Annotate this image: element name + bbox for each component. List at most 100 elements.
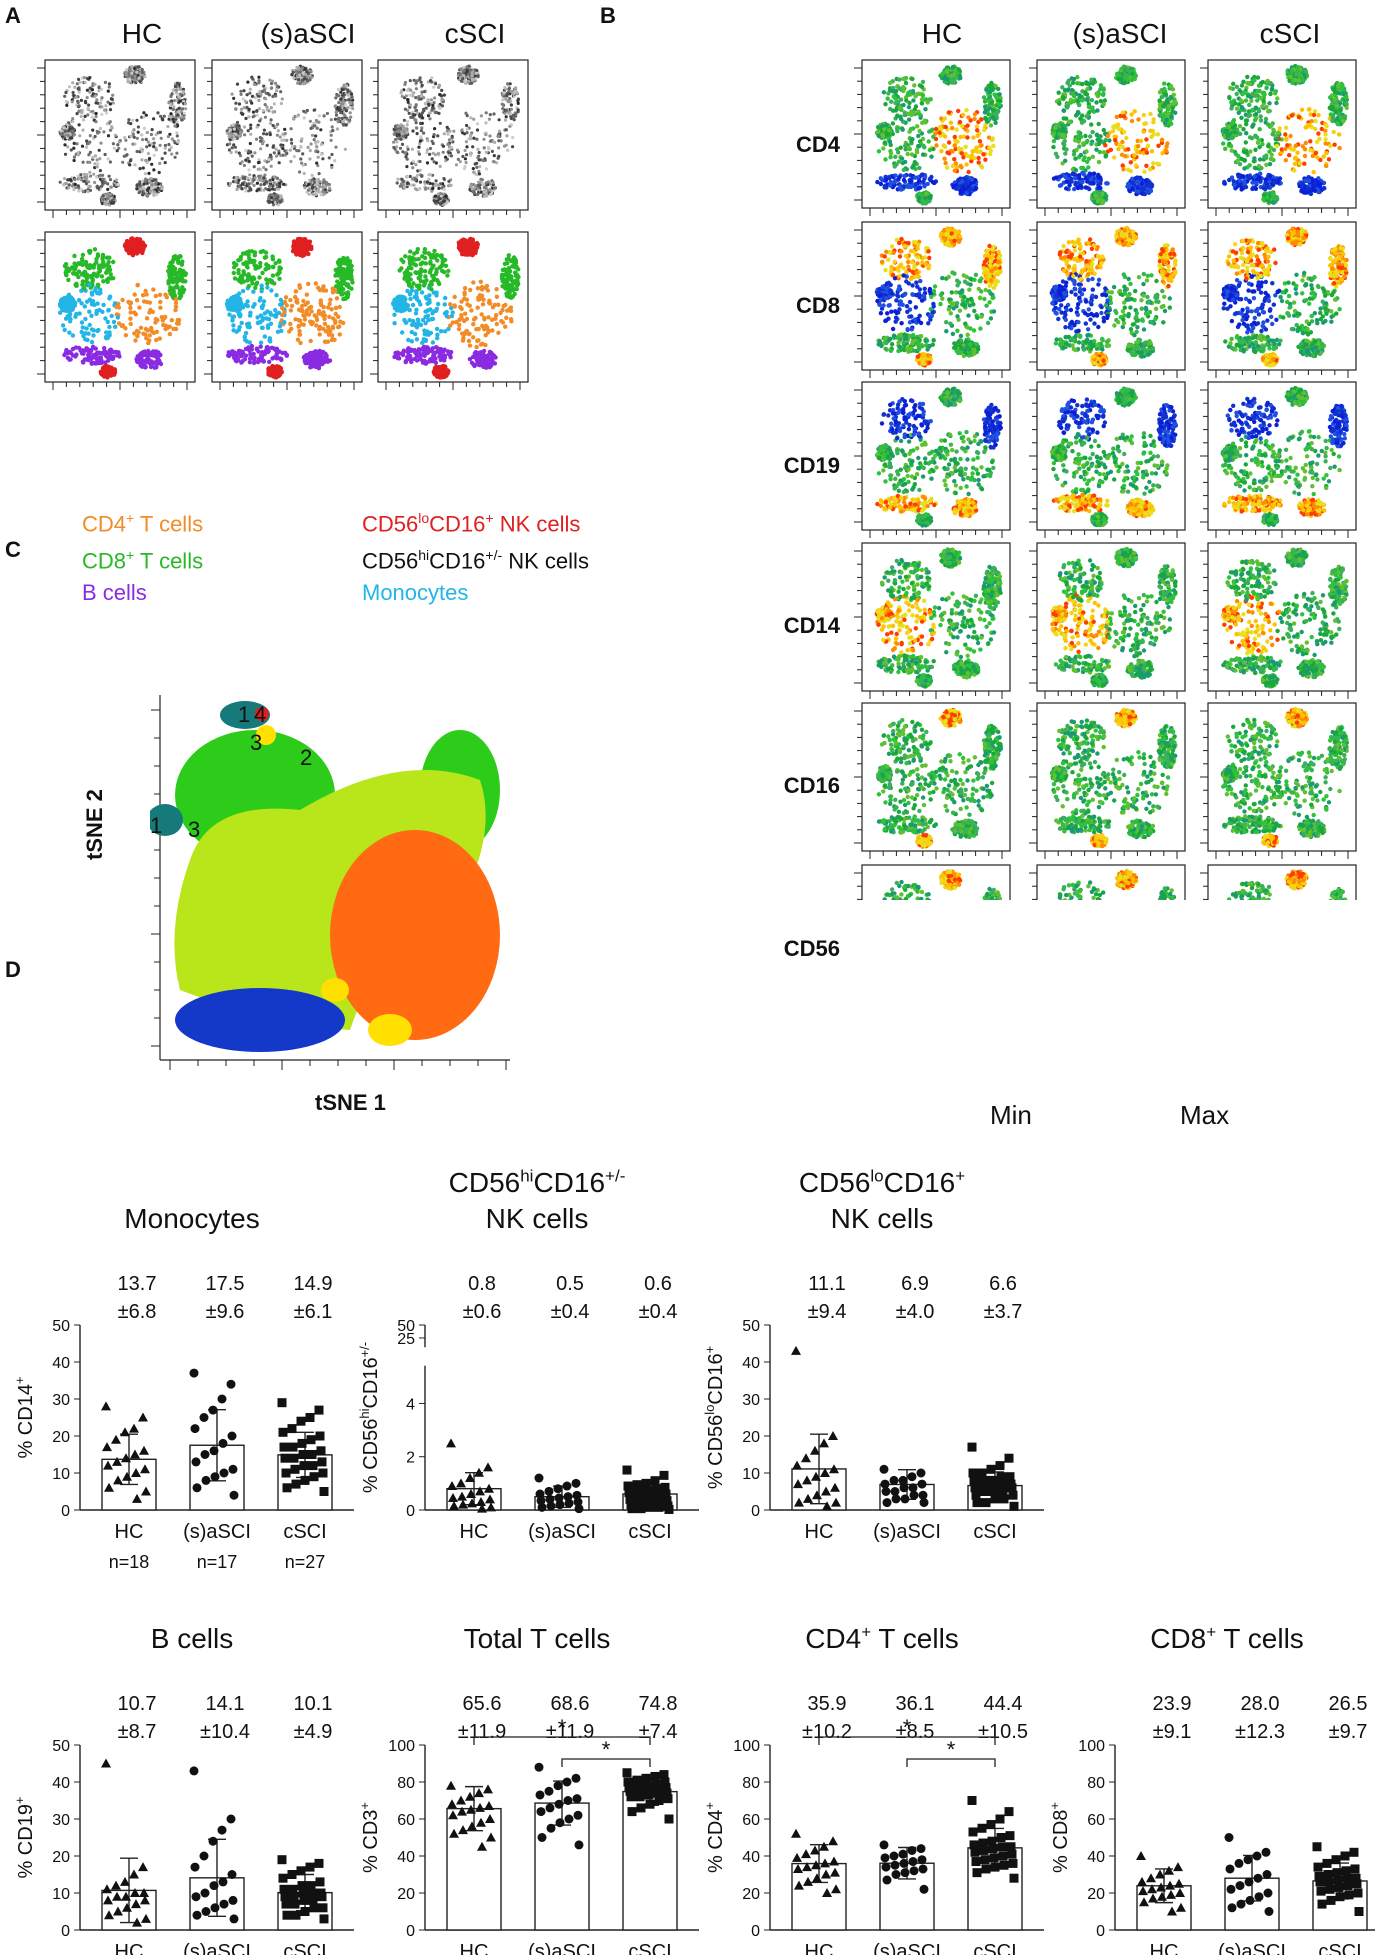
panel-a-gray-1-dot xyxy=(316,140,320,144)
panel-a-gray-0-dot xyxy=(152,190,156,194)
panel-a-gray-1-dot xyxy=(283,127,287,131)
panel-a-cat-0-dot xyxy=(107,294,113,299)
panel-a-gray-0-dot xyxy=(134,81,138,85)
panel-a-gray-2-dot xyxy=(400,142,405,146)
panel-a-gray-0-dot xyxy=(103,181,107,185)
panel-a-gray-0-dot xyxy=(68,127,72,131)
panel-a-gray-0-dot xyxy=(158,143,162,147)
panel-a-cat-1-dot xyxy=(327,314,332,320)
panel-a-gray-1-dot xyxy=(256,167,260,171)
panel-a-cat-1-dot xyxy=(328,297,333,302)
panel-a-gray-1-dot xyxy=(268,188,272,192)
panel-a-gray-1-dot xyxy=(272,151,276,155)
panel-a-gray-0-dot xyxy=(67,183,71,187)
panel-a-cat-1-dot xyxy=(302,317,308,322)
panel-a-cat-1-dot xyxy=(312,313,317,318)
panel-a-gray-1-dot xyxy=(322,114,326,118)
panel-a-cat-0-dot xyxy=(87,282,92,288)
panel-a-gray-1-dot xyxy=(274,193,278,197)
panel-a-gray-1-dot xyxy=(340,93,345,97)
panel-a-cat-0-dot xyxy=(95,328,100,334)
panel-a-gray-1-dot xyxy=(306,145,310,149)
panel-a-cat-0-dot xyxy=(69,297,75,302)
panel-a-cat-2-dot xyxy=(496,302,501,307)
panel-a-gray-0-dot xyxy=(148,180,152,184)
panel-a-cat-1-dot xyxy=(309,319,314,325)
panel-a-cat-0-dot xyxy=(107,267,113,273)
panel-a-gray-0-dot xyxy=(85,139,89,143)
panel-a-gray-1-dot xyxy=(238,154,243,158)
panel-a-gray-1-dot xyxy=(269,193,273,197)
panel-a-gray-2-dot xyxy=(396,151,400,155)
panel-a-gray-2-dot xyxy=(425,180,430,184)
panel-a-cat-1-dot xyxy=(251,289,256,294)
panel-a-cat-1-dot xyxy=(273,307,278,313)
panel-a-cat-1-dot xyxy=(277,324,283,329)
panel-a-cat-1-dot xyxy=(341,296,346,302)
panel-a-gray-1-dot xyxy=(315,183,319,187)
panel-a-gray-2-dot xyxy=(452,129,456,133)
panel-a-cat-0-dot xyxy=(96,282,101,288)
panel-a-gray-0-dot xyxy=(154,133,158,137)
panel-a-gray-0-dot xyxy=(152,193,156,197)
panel-a-cat-1-dot xyxy=(307,241,312,246)
panel-a-gray-0-dot xyxy=(58,180,62,184)
panel-a-gray-1-dot xyxy=(275,154,279,158)
panel-a-gray-0-dot xyxy=(158,130,162,134)
panel-a-gray-1-dot xyxy=(343,147,347,151)
panel-a-cat-1-dot xyxy=(257,275,262,280)
panel-a-gray-0-dot xyxy=(171,114,175,118)
panel-a-gray-2-dot xyxy=(399,91,403,95)
panel-a-cat-1-dot xyxy=(270,257,276,262)
panel-a-cat-0-dot xyxy=(129,249,134,254)
panel-a-cat-1-dot xyxy=(274,352,279,357)
panel-a-gray-0-dot xyxy=(175,151,179,155)
panel-a-gray-0-dot xyxy=(87,77,91,81)
panel-a-cat-0-dot xyxy=(80,279,86,284)
panel-a-gray-0-dot xyxy=(88,188,93,192)
panel-a-gray-0-dot xyxy=(83,80,87,84)
panel-a-gray-0-dot xyxy=(111,142,115,146)
panel-a-gray-1-dot xyxy=(274,124,278,129)
panel-a-cat-1-dot xyxy=(297,332,302,337)
panel-a-cat-1-dot xyxy=(333,305,339,311)
panel-a-gray-0-dot xyxy=(178,95,182,100)
panel-a-gray-2-dot xyxy=(464,140,468,144)
panel-a-gray-2-dot xyxy=(448,183,452,187)
panel-a-gray-1-dot xyxy=(321,181,325,185)
panel-a-gray-2-dot xyxy=(441,150,445,154)
panel-a-gray-0-dot xyxy=(72,146,76,150)
panel-a-gray-1-dot xyxy=(226,131,230,135)
panel-a-cat-1-dot xyxy=(230,349,235,354)
panel-a-gray-2-dot xyxy=(398,146,403,150)
panel-a-gray-2-dot xyxy=(406,89,410,93)
panel-a-gray-2-dot xyxy=(406,147,410,151)
panel-a-cat-1-dot xyxy=(331,316,336,321)
panel-a-gray-2-dot xyxy=(431,103,435,108)
panel-a-gray-0-dot xyxy=(142,182,146,186)
panel-a-gray-0-dot xyxy=(99,87,104,91)
panel-a-gray-1-dot xyxy=(312,108,316,112)
panel-a-gray-2-dot xyxy=(481,159,485,163)
panel-a-gray-1-dot xyxy=(250,101,254,105)
panel-a-cat-0-dot xyxy=(168,285,173,290)
panel-a-cat-0-dot xyxy=(88,349,93,354)
panel-a-cat-0-dot xyxy=(94,274,100,279)
panel-a-cat-1-dot xyxy=(333,288,338,294)
panel-a-cat-0-dot xyxy=(126,299,131,305)
panel-a-gray-1-dot xyxy=(338,108,342,112)
panel-a-gray-1-dot xyxy=(268,178,272,182)
panel-a-cat-1-dot xyxy=(232,296,237,302)
panel-a-gray-0-dot xyxy=(66,145,70,149)
panel-a-gray-0-dot xyxy=(166,125,170,129)
panel-a-gray-0-dot xyxy=(76,184,80,188)
panel-a-gray-2-dot xyxy=(475,165,479,169)
panel-a-cat-0-dot xyxy=(106,371,111,376)
panel-a-cat-0-dot xyxy=(147,310,152,315)
panel-a-gray-2-dot xyxy=(414,87,418,91)
panel-a-gray-1-dot xyxy=(309,142,313,146)
panel-a-gray-2-dot xyxy=(476,192,480,196)
panel-a-gray-2-dot xyxy=(420,126,424,130)
panel-a-cat-0-dot xyxy=(100,254,106,260)
panel-a-cat-0-dot xyxy=(148,359,153,364)
